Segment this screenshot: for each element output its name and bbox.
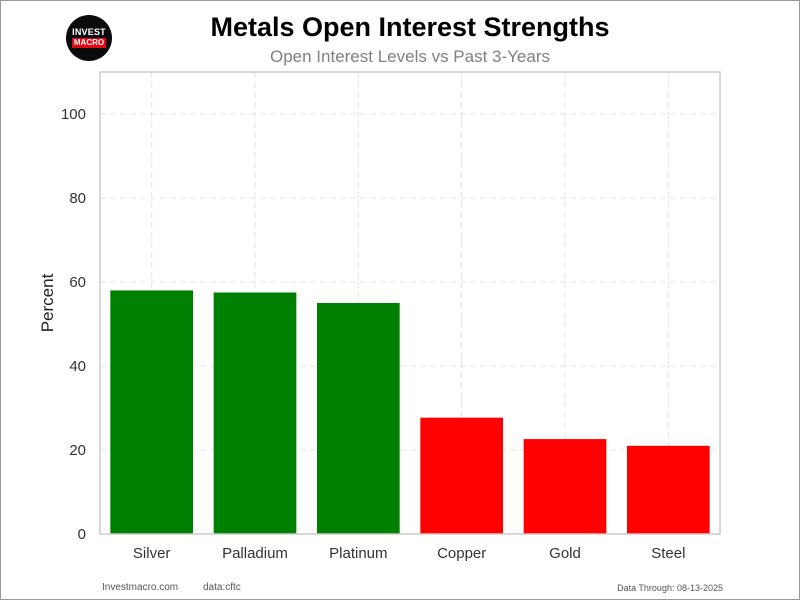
footer-date: Data Through: 08-13-2025 xyxy=(617,583,723,593)
chart-title: Metals Open Interest Strengths xyxy=(210,12,610,42)
chart-subtitle: Open Interest Levels vs Past 3-Years xyxy=(269,47,551,66)
bar-palladium xyxy=(213,292,297,534)
bar-copper xyxy=(420,417,503,534)
footer-site: Investmacro.com xyxy=(102,582,179,593)
y-tick-label: 80 xyxy=(69,190,86,207)
y-axis-label: Percent xyxy=(38,273,57,332)
x-tick-label: Platinum xyxy=(329,545,387,562)
bar-silver xyxy=(110,290,193,534)
bar-steel xyxy=(627,445,710,534)
logo-line-1: INVEST xyxy=(72,27,106,37)
logo-line-2: MACRO xyxy=(72,38,106,48)
x-tick-label: Palladium xyxy=(222,545,288,562)
x-tick-label: Steel xyxy=(651,545,685,562)
y-tick-label: 20 xyxy=(69,442,86,459)
footer-source: data:cftc xyxy=(203,582,241,593)
x-tick-label: Gold xyxy=(549,545,581,562)
y-tick-label: 60 xyxy=(69,274,86,291)
x-tick-label: Silver xyxy=(133,545,171,562)
x-tick-label: Copper xyxy=(437,545,486,562)
bar-gold xyxy=(523,439,607,534)
y-tick-label: 100 xyxy=(61,106,86,123)
bar-platinum xyxy=(317,303,400,534)
investmacro-logo: INVEST MACRO xyxy=(66,15,112,61)
plot-border xyxy=(99,71,721,535)
y-tick-label: 40 xyxy=(69,358,86,375)
y-tick-label: 0 xyxy=(78,526,86,543)
